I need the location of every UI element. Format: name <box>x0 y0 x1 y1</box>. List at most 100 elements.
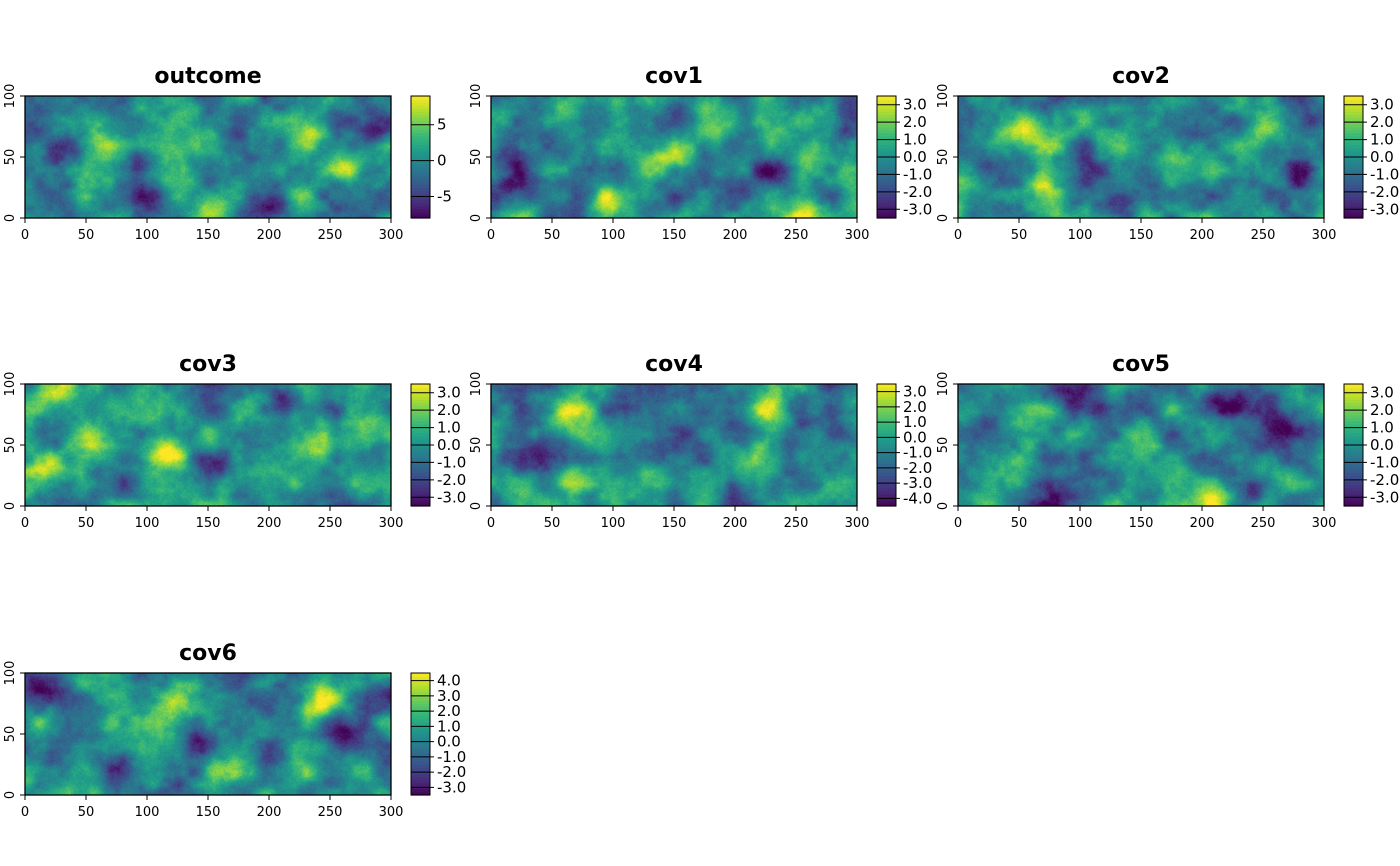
legend-swatch <box>411 730 430 735</box>
legend-tick-label: -5 <box>437 187 452 205</box>
x-tick-label: 50 <box>1011 228 1028 243</box>
legend-swatch <box>877 429 896 434</box>
legend-tick-label: -2.0 <box>437 763 466 781</box>
legend-swatch <box>877 423 896 428</box>
legend-swatch <box>411 123 430 128</box>
x-tick-label: 250 <box>318 805 343 820</box>
legend-swatch <box>1344 463 1363 467</box>
legend-swatch <box>877 150 896 155</box>
legend-swatch <box>1344 184 1363 189</box>
legend-swatch <box>411 169 430 173</box>
legend-swatch <box>877 157 896 161</box>
legend-swatch <box>877 499 896 504</box>
legend-swatch <box>877 193 896 198</box>
legend-swatch <box>877 484 896 489</box>
legend-swatch <box>411 429 430 434</box>
panel-cov2: cov2 0 50 100 150 200 250 300 0 50 100 3.02.01.00.0… <box>936 64 1399 243</box>
legend-swatch <box>411 721 430 726</box>
legend-swatch <box>411 396 430 400</box>
legend-swatch <box>1344 484 1363 489</box>
plot-title: cov4 <box>645 352 703 377</box>
legend-swatch <box>411 700 430 705</box>
legend-tick-label: 0.0 <box>1370 148 1394 166</box>
legend-swatch <box>1344 202 1363 207</box>
legend-swatch <box>411 712 430 717</box>
legend-swatch <box>1344 475 1363 480</box>
legend-swatch <box>411 718 430 723</box>
legend-swatch <box>411 202 430 207</box>
legend-swatch <box>411 743 430 747</box>
legend-swatch <box>1344 129 1363 134</box>
x-tick-label: 100 <box>1068 228 1093 243</box>
legend-swatch <box>877 475 896 480</box>
legend-swatch <box>1344 181 1363 186</box>
legend-swatch <box>411 779 430 784</box>
legend-swatch <box>411 469 430 474</box>
legend-tick-label: 3.0 <box>437 687 461 705</box>
legend-swatch <box>411 172 430 176</box>
legend-swatch <box>411 211 430 216</box>
y-tick-label: 0 <box>469 214 484 222</box>
legend-swatch <box>1344 105 1363 109</box>
legend-tick-label: 2.0 <box>1370 113 1394 131</box>
legend-swatch <box>1344 163 1363 167</box>
legend-swatch <box>411 99 430 103</box>
legend-swatch <box>411 414 430 419</box>
x-tick-label: 100 <box>135 516 160 531</box>
legend-swatch <box>1344 435 1363 440</box>
legend-tick-label: -3.0 <box>903 200 932 218</box>
legend-swatch <box>411 448 430 452</box>
y-tick-label: 0 <box>3 502 18 510</box>
x-tick-label: 150 <box>1129 228 1154 243</box>
legend-swatch <box>877 457 896 461</box>
legend-swatch <box>1344 126 1363 131</box>
y-tick-label: 100 <box>3 661 18 686</box>
legend-swatch <box>877 472 896 477</box>
legend-swatch <box>1344 144 1363 149</box>
legend-swatch <box>411 466 430 470</box>
y-tick-label: 0 <box>936 502 951 510</box>
legend-swatch <box>411 120 430 125</box>
legend-swatch <box>1344 214 1363 219</box>
legend-swatch <box>411 773 430 778</box>
x-tick-label: 300 <box>379 805 404 820</box>
y-tick-label: 50 <box>469 437 484 454</box>
legend-swatch <box>877 99 896 103</box>
legend-swatch <box>411 475 430 480</box>
y-tick-label: 50 <box>936 437 951 454</box>
legend-colorbar: 5 0 -5 <box>410 95 452 219</box>
legend-swatch <box>1344 111 1363 115</box>
legend-swatch <box>877 96 896 100</box>
legend-tick-label: 2.0 <box>437 702 461 720</box>
legend-swatch <box>877 129 896 134</box>
legend-swatch <box>411 764 430 769</box>
legend-swatch <box>1344 466 1363 470</box>
panel-cov6: cov6 0 50 100 150 200 250 300 0 50 100 4.03.02.01.0… <box>3 641 466 820</box>
x-tick-label: 100 <box>1068 516 1093 531</box>
y-tick-label: 50 <box>3 149 18 166</box>
legend-swatch <box>1344 487 1363 492</box>
legend-swatch <box>411 199 430 204</box>
y-tick-label: 100 <box>3 84 18 109</box>
legend-swatch <box>411 682 430 686</box>
legend-tick-label: -2.0 <box>903 183 932 201</box>
legend-swatch <box>877 138 896 143</box>
x-tick-label: 50 <box>78 805 95 820</box>
legend-tick-label: 4.0 <box>437 672 461 690</box>
legend-swatch <box>877 141 896 146</box>
legend-swatch <box>411 402 430 406</box>
legend-swatch <box>1344 490 1363 495</box>
x-tick-label: 0 <box>21 805 29 820</box>
legend-swatch <box>1344 208 1363 213</box>
raster-image <box>958 96 1324 218</box>
legend-swatch <box>411 135 430 140</box>
legend-swatch <box>411 190 430 195</box>
legend-swatch <box>877 123 896 128</box>
legend-swatch <box>877 387 896 391</box>
legend-swatch <box>411 472 430 477</box>
x-tick-label: 300 <box>379 516 404 531</box>
x-tick-label: 100 <box>135 228 160 243</box>
legend-swatch <box>1344 187 1363 192</box>
x-tick-label: 200 <box>257 228 282 243</box>
